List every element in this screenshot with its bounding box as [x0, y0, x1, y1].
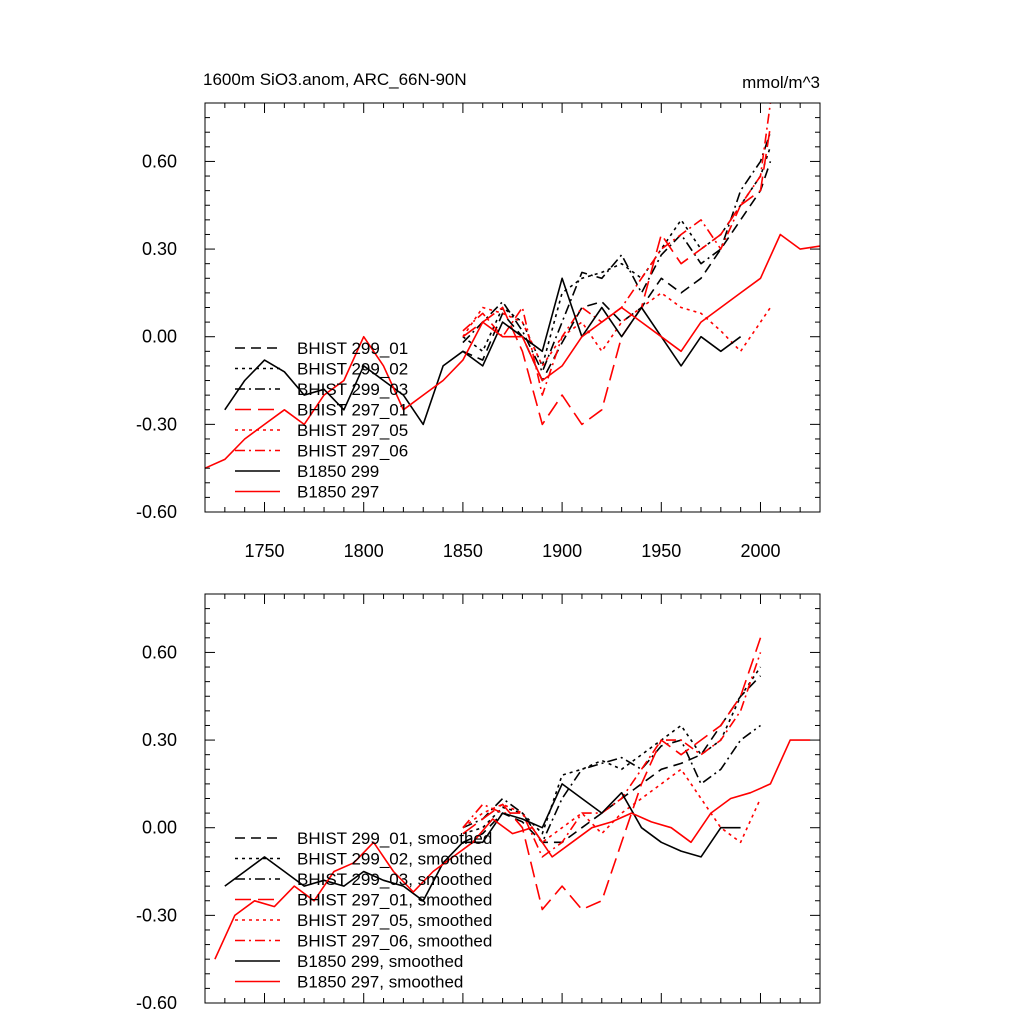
x-tick-label: 1900	[542, 541, 582, 561]
x-tick-label: 1950	[641, 541, 681, 561]
y-tick-label: -0.60	[136, 993, 177, 1013]
series-line-7	[224, 783, 741, 902]
axes-layer: -0.60 -0.30 0.00 0.30 0.60	[136, 593, 821, 1013]
series-line-4	[462, 126, 772, 426]
series-line-2	[462, 146, 772, 367]
legend-label: BHIST 297_06	[297, 442, 408, 461]
legend-item: B1850 297, smoothed	[235, 973, 463, 992]
legend-item: B1850 297	[235, 483, 379, 502]
legend-item: BHIST 297_05	[235, 421, 408, 440]
bottom-panel: -0.60 -0.30 0.00 0.30 0.60 BHIST 299_01, smo…	[136, 593, 821, 1013]
legend-label: BHIST 297_01, smoothed	[297, 891, 492, 910]
series-line-2	[462, 666, 762, 835]
legend-item: BHIST 297_01	[235, 401, 408, 420]
series-layer	[205, 103, 820, 469]
legend-label: BHIST 299_02, smoothed	[297, 850, 492, 869]
y-tick-label: 0.00	[142, 818, 177, 838]
panel-title: 1600m SiO3.anom, ARC_66N-90N	[203, 70, 467, 89]
legend-item: B1850 299	[235, 462, 379, 481]
legend-item: BHIST 297_06	[235, 442, 408, 461]
series-line-3	[462, 724, 761, 844]
series-line-5	[462, 292, 772, 367]
series-layer	[214, 637, 811, 960]
y-tick-label: 0.60	[142, 642, 177, 662]
y-tick-label: 0.30	[142, 239, 177, 259]
top-panel: 1600m SiO3.anom, ARC_66N-90N mmol/m^3 -0…	[136, 70, 821, 561]
legend-item: BHIST 299_02	[235, 360, 408, 379]
legend-label: B1850 297, smoothed	[297, 973, 463, 992]
units-label: mmol/m^3	[742, 73, 820, 92]
series-line-6	[462, 652, 762, 858]
series-line-1	[462, 675, 762, 844]
x-tick-label: 2000	[740, 541, 780, 561]
x-tick-label: 1750	[244, 541, 284, 561]
legend-item: B1850 299, smoothed	[235, 952, 463, 971]
legend-label: BHIST 299_01, smoothed	[297, 829, 492, 848]
legend-item: BHIST 299_02, smoothed	[235, 850, 492, 869]
axes-layer: -0.60 -0.30 0.00 0.30 0.60 1750 1800 1850 1900 19…	[136, 102, 821, 561]
legend-label: BHIST 297_06, smoothed	[297, 932, 492, 951]
legend-item: BHIST 297_01, smoothed	[235, 891, 492, 910]
legend-label: BHIST 299_01	[297, 339, 408, 358]
series-line-8	[205, 233, 820, 469]
legend-item: BHIST 299_01	[235, 339, 408, 358]
y-tick-label: 0.00	[142, 327, 177, 347]
y-tick-label: -0.30	[136, 905, 177, 925]
legend-label: BHIST 297_01	[297, 401, 408, 420]
legend-item: BHIST 297_05, smoothed	[235, 911, 492, 930]
series-line-4	[462, 637, 762, 911]
legend-label: BHIST 299_02	[297, 360, 408, 379]
y-tick-label: 0.30	[142, 730, 177, 750]
x-tick-label: 1850	[443, 541, 483, 561]
series-line-7	[224, 277, 742, 426]
legend-item: BHIST 299_01, smoothed	[235, 829, 492, 848]
series-line-3	[462, 131, 772, 373]
legend-label: B1850 299, smoothed	[297, 952, 463, 971]
legend-label: BHIST 297_05, smoothed	[297, 911, 492, 930]
x-tick-label: 1800	[344, 541, 384, 561]
y-tick-label: 0.60	[142, 151, 177, 171]
series-line-1	[462, 161, 772, 382]
legend: BHIST 299_01, smoothed BHIST 299_02, smoo…	[235, 829, 492, 992]
legend-label: BHIST 297_05	[297, 421, 408, 440]
legend-item: BHIST 297_06, smoothed	[235, 932, 492, 951]
y-tick-label: -0.30	[136, 414, 177, 434]
legend-label: BHIST 299_03	[297, 380, 408, 399]
series-line-8	[214, 739, 811, 960]
legend-label: B1850 299	[297, 462, 379, 481]
series-line-6	[462, 103, 772, 396]
legend-label: B1850 297	[297, 483, 379, 502]
legend-item: BHIST 299_03	[235, 380, 408, 399]
legend-label: BHIST 299_03, smoothed	[297, 870, 492, 889]
legend-item: BHIST 299_03, smoothed	[235, 870, 492, 889]
y-tick-label: -0.60	[136, 502, 177, 522]
